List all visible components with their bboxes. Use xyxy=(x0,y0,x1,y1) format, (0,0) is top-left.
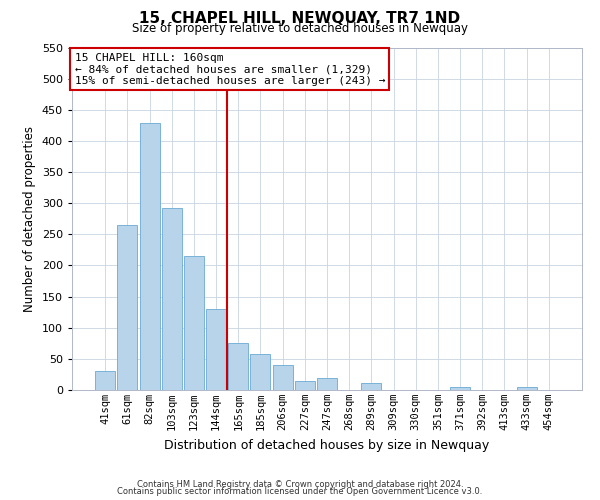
Bar xyxy=(184,256,204,390)
Text: 15 CHAPEL HILL: 160sqm
← 84% of detached houses are smaller (1,329)
15% of semi-: 15 CHAPEL HILL: 160sqm ← 84% of detached… xyxy=(74,52,385,86)
Bar xyxy=(517,387,536,390)
Bar xyxy=(118,225,137,390)
Bar xyxy=(272,365,293,390)
Bar xyxy=(450,387,470,390)
Text: Contains HM Land Registry data © Crown copyright and database right 2024.: Contains HM Land Registry data © Crown c… xyxy=(137,480,463,489)
Bar xyxy=(162,208,182,390)
Bar xyxy=(95,372,115,390)
Text: 15, CHAPEL HILL, NEWQUAY, TR7 1ND: 15, CHAPEL HILL, NEWQUAY, TR7 1ND xyxy=(139,11,461,26)
X-axis label: Distribution of detached houses by size in Newquay: Distribution of detached houses by size … xyxy=(164,438,490,452)
Bar xyxy=(361,383,382,390)
Bar xyxy=(317,378,337,390)
Bar xyxy=(295,380,315,390)
Y-axis label: Number of detached properties: Number of detached properties xyxy=(23,126,36,312)
Bar xyxy=(140,124,160,390)
Text: Contains public sector information licensed under the Open Government Licence v3: Contains public sector information licen… xyxy=(118,487,482,496)
Bar xyxy=(250,354,271,390)
Bar xyxy=(206,309,226,390)
Text: Size of property relative to detached houses in Newquay: Size of property relative to detached ho… xyxy=(132,22,468,35)
Bar xyxy=(228,344,248,390)
